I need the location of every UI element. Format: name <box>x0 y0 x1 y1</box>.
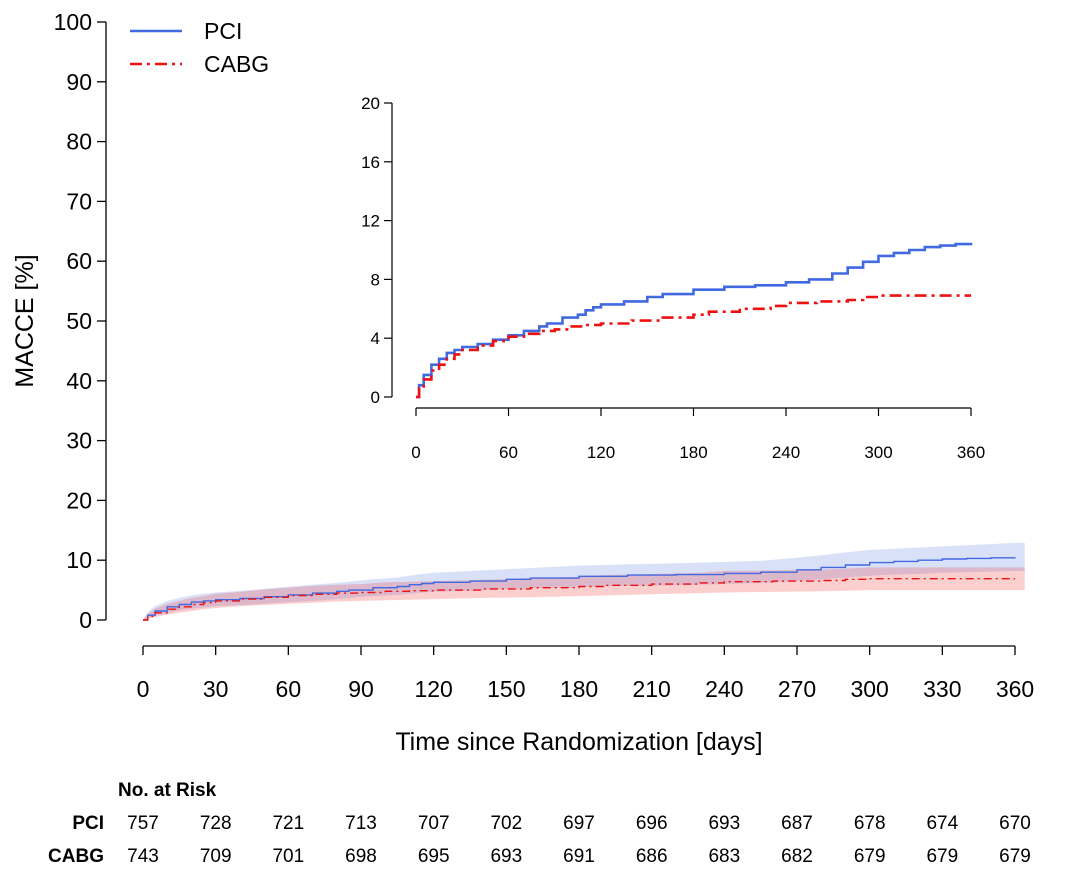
inset-x-tick-label: 360 <box>957 443 985 462</box>
x-tick-label: 180 <box>560 676 598 702</box>
risk-cell-cabg: 679 <box>999 846 1031 867</box>
risk-cell-pci: 674 <box>926 813 958 834</box>
inset-y-tick-label: 16 <box>361 153 380 172</box>
risk-row-label-cabg: CABG <box>48 846 104 867</box>
risk-cell-pci: 728 <box>200 813 232 834</box>
y-tick-label: 80 <box>66 129 92 155</box>
inset-y-tick-label: 4 <box>371 329 380 348</box>
series-line-cabg <box>143 578 1015 621</box>
y-tick-label: 30 <box>66 428 92 454</box>
x-tick-label: 90 <box>348 676 374 702</box>
x-tick-label: 270 <box>778 676 816 702</box>
risk-cell-cabg: 701 <box>272 846 304 867</box>
series-line-pci <box>143 557 1016 621</box>
inset-x-tick-label: 120 <box>587 443 615 462</box>
risk-cell-cabg: 679 <box>854 846 886 867</box>
risk-cell-cabg: 682 <box>781 846 813 867</box>
inset-x-tick-label: 300 <box>864 443 892 462</box>
inset-y-tick-label: 12 <box>361 212 380 231</box>
ci-band-pci <box>143 542 1025 620</box>
x-axis-label: Time since Randomization [days] <box>395 728 762 756</box>
y-axis-label: MACCE [%] <box>11 254 39 387</box>
y-tick-label: 50 <box>66 308 92 334</box>
risk-cell-cabg: 693 <box>490 846 522 867</box>
inset-x-tick-label: 0 <box>411 443 420 462</box>
legend-label-cabg: CABG <box>204 51 269 77</box>
y-tick-label: 0 <box>79 607 92 633</box>
risk-cell-cabg: 743 <box>127 846 159 867</box>
inset-series-line-pci <box>416 242 973 399</box>
x-tick-label: 300 <box>850 676 888 702</box>
inset-x-tick-label: 180 <box>679 443 707 462</box>
risk-cell-pci: 757 <box>127 813 159 834</box>
x-tick-label: 150 <box>487 676 525 702</box>
risk-cell-pci: 702 <box>490 813 522 834</box>
x-tick-label: 210 <box>632 676 670 702</box>
risk-cell-pci: 713 <box>345 813 377 834</box>
risk-cell-cabg: 679 <box>926 846 958 867</box>
inset-x-tick-label: 60 <box>499 443 518 462</box>
risk-cell-cabg: 709 <box>200 846 232 867</box>
x-tick-label: 240 <box>705 676 743 702</box>
ci-band-cabg <box>143 567 1025 620</box>
risk-cell-pci: 696 <box>636 813 668 834</box>
inset-y-tick-label: 20 <box>361 94 380 113</box>
inset-y-tick-label: 8 <box>371 270 380 289</box>
risk-cell-cabg: 691 <box>563 846 595 867</box>
x-tick-label: 330 <box>923 676 961 702</box>
x-tick-label: 30 <box>203 676 229 702</box>
x-tick-label: 0 <box>137 676 150 702</box>
risk-cell-pci: 687 <box>781 813 813 834</box>
risk-cell-pci: 678 <box>854 813 886 834</box>
risk-cell-pci: 670 <box>999 813 1031 834</box>
y-tick-label: 20 <box>66 487 92 513</box>
risk-cell-pci: 697 <box>563 813 595 834</box>
risk-cell-pci: 721 <box>272 813 304 834</box>
x-tick-label: 60 <box>276 676 302 702</box>
y-tick-label: 100 <box>54 9 92 35</box>
inset-series-line-cabg <box>416 294 971 399</box>
risk-table-title: No. at Risk <box>118 780 217 801</box>
risk-cell-cabg: 695 <box>418 846 450 867</box>
risk-cell-cabg: 698 <box>345 846 377 867</box>
y-tick-label: 70 <box>66 188 92 214</box>
risk-cell-pci: 693 <box>708 813 740 834</box>
risk-cell-cabg: 683 <box>708 846 740 867</box>
y-tick-label: 10 <box>66 547 92 573</box>
inset-x-tick-label: 240 <box>772 443 800 462</box>
y-tick-label: 90 <box>66 69 92 95</box>
x-tick-label: 360 <box>996 676 1034 702</box>
y-tick-label: 40 <box>66 368 92 394</box>
inset-y-tick-label: 0 <box>371 388 380 407</box>
x-tick-label: 120 <box>414 676 452 702</box>
risk-row-label-pci: PCI <box>72 813 104 834</box>
legend-label-pci: PCI <box>204 18 242 44</box>
y-tick-label: 60 <box>66 248 92 274</box>
risk-cell-pci: 707 <box>418 813 450 834</box>
risk-cell-cabg: 686 <box>636 846 668 867</box>
